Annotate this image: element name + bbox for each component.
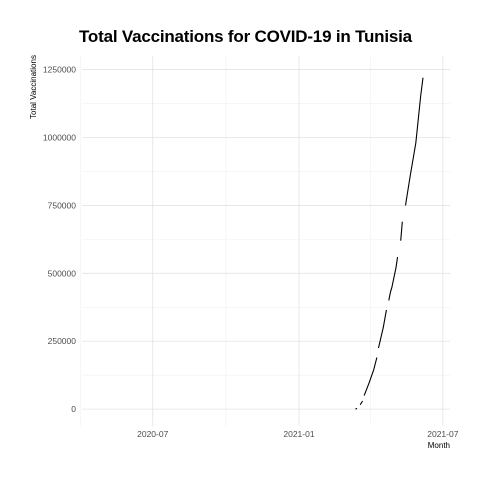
y-tick-label: 0	[71, 404, 76, 414]
series-line-segment	[363, 357, 378, 396]
x-axis-label: Month	[428, 441, 450, 450]
y-axis-label: Total Vaccinations	[29, 55, 38, 119]
y-tick-label: 1250000	[43, 65, 76, 75]
x-tick-label: 2020-07	[137, 429, 168, 439]
x-tick-label: 2021-07	[427, 429, 458, 439]
series-line-segment	[377, 309, 387, 349]
series-line-segment	[388, 256, 399, 301]
x-tick-labels: 2020-07 2021-01 2021-07	[137, 429, 459, 439]
y-tick-label: 500000	[48, 268, 77, 278]
y-tick-labels: 0 250000 500000 750000 1000000 1250000	[43, 65, 76, 415]
y-tick-label: 750000	[48, 200, 77, 210]
series-line-segment	[355, 407, 358, 410]
series-line-segment	[359, 400, 364, 406]
x-tick-label: 2021-01	[283, 429, 314, 439]
minor-gridlines	[80, 56, 450, 426]
series-line-segment	[404, 77, 424, 206]
y-tick-label: 250000	[48, 336, 77, 346]
chart-title: Total Vaccinations for COVID-19 in Tunis…	[79, 27, 412, 46]
series-line-segment	[400, 221, 403, 241]
series-layer	[355, 77, 424, 410]
major-gridlines	[82, 56, 450, 426]
y-tick-label: 1000000	[43, 132, 76, 142]
